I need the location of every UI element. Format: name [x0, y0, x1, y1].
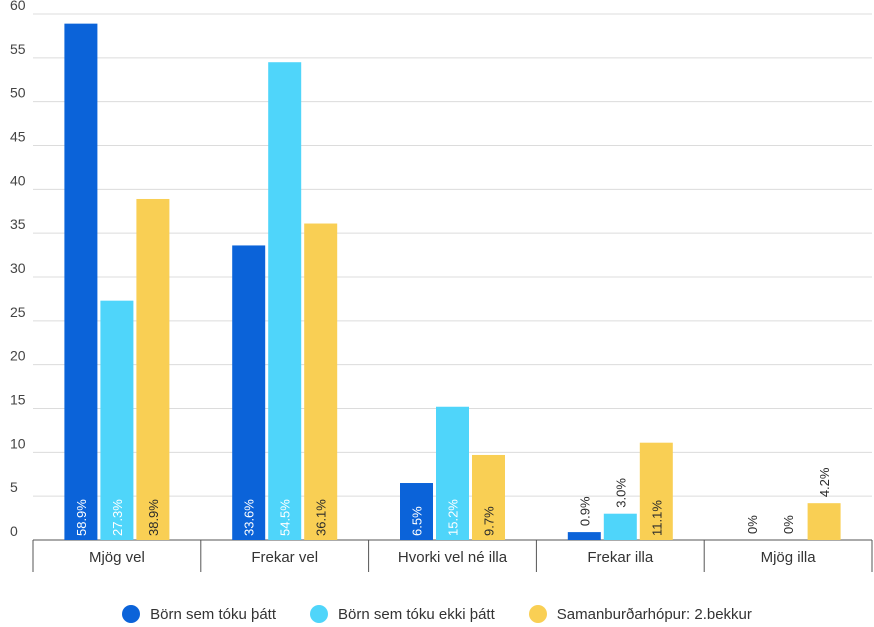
bar	[639, 442, 673, 540]
legend-item-series-0: Börn sem tóku þátt	[122, 605, 276, 623]
data-label: 0.9%	[577, 496, 592, 526]
y-tick-label: 45	[10, 129, 26, 145]
data-label: 3.0%	[613, 478, 628, 508]
y-tick-label: 5	[10, 479, 18, 495]
bar	[603, 513, 637, 540]
y-tick-label: 60	[10, 0, 26, 13]
data-label: 11.1%	[649, 500, 664, 536]
bar	[304, 223, 338, 541]
data-label: 15.2%	[446, 499, 461, 536]
bar	[472, 454, 505, 540]
y-tick-label: 0	[10, 523, 18, 539]
legend-label-series-1: Börn sem tóku ekki þátt	[338, 605, 495, 623]
bar	[136, 198, 170, 540]
legend-label-series-2: Samanburðarhópur: 2.bekkur	[556, 605, 752, 623]
y-tick-label: 40	[10, 172, 26, 188]
data-label: 6.5%	[410, 506, 425, 536]
legend-item-series-2: Samanburðarhópur: 2.bekkur	[528, 605, 752, 623]
y-tick-label: 20	[10, 348, 26, 364]
data-label: 36.1%	[314, 499, 329, 536]
y-tick-label: 55	[10, 41, 26, 57]
legend-item-series-1: Börn sem tóku ekki þátt	[310, 605, 495, 623]
bar	[567, 532, 601, 540]
legend: Börn sem tóku þátt Börn sem tóku ekki þá…	[0, 602, 874, 626]
x-tick-label: Mjög vel	[89, 549, 145, 566]
data-label: 27.3%	[110, 499, 125, 536]
y-tick-label: 35	[10, 216, 26, 232]
bar	[100, 300, 134, 540]
y-tick-label: 25	[10, 304, 26, 320]
data-label: 38.9%	[146, 499, 161, 536]
x-tick-label: Frekar illa	[587, 549, 654, 566]
data-label: 58.9%	[74, 499, 89, 536]
bar	[268, 62, 302, 540]
y-tick-label: 50	[10, 85, 26, 101]
x-tick-label: Frekar vel	[251, 549, 318, 566]
legend-swatch-series-2	[528, 605, 547, 623]
y-tick-label: 10	[10, 435, 26, 451]
bar	[400, 483, 433, 540]
x-tick-label: Hvorki vel né illa	[398, 549, 508, 566]
legend-swatch-series-1	[310, 605, 329, 623]
bar	[436, 406, 469, 540]
data-label: 54.5%	[278, 499, 293, 536]
y-tick-label: 30	[10, 260, 26, 276]
x-tick-label: Mjög illa	[761, 549, 817, 566]
bar	[807, 503, 841, 540]
legend-label-series-0: Börn sem tóku þátt	[150, 605, 277, 623]
data-label: 33.6%	[242, 499, 257, 536]
data-label: 9.7%	[482, 506, 497, 536]
bar	[64, 23, 98, 541]
data-label: 4.2%	[817, 467, 832, 497]
data-label: 0%	[745, 515, 760, 534]
data-label: 0%	[781, 515, 796, 534]
bar	[232, 245, 266, 540]
legend-swatch-series-0	[122, 605, 141, 623]
y-tick-label: 15	[10, 392, 26, 408]
